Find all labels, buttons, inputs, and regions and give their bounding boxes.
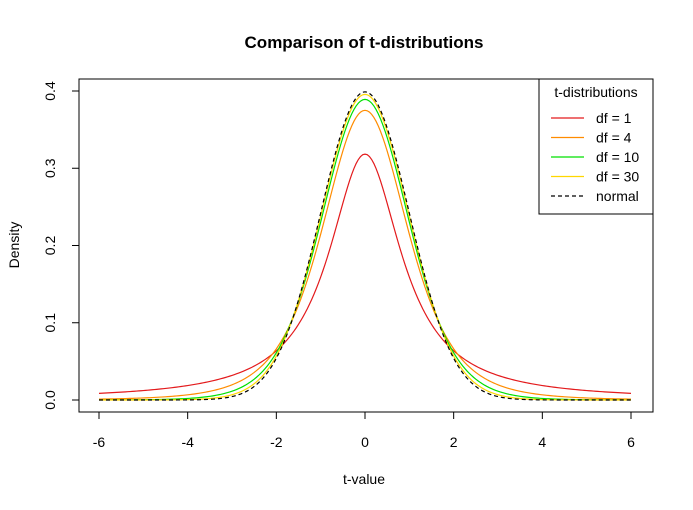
- series-line-df-1: [98, 153, 632, 394]
- x-axis: -6 -4 -2 0 2 4 6: [93, 411, 635, 450]
- x-tick-label: 0: [361, 434, 369, 450]
- series-line-df-4: [98, 109, 632, 400]
- y-axis: 0.0 0.1 0.2 0.3 0.4: [42, 81, 80, 410]
- y-tick-label: 0.0: [42, 390, 58, 410]
- x-tick-label: -2: [270, 434, 283, 450]
- legend-title: t-distributions: [554, 84, 637, 100]
- series-line-df-30: [99, 93, 631, 401]
- y-tick-label: 0.2: [42, 236, 58, 256]
- legend-label-df-1: df = 1: [596, 110, 632, 126]
- x-tick-label: 2: [450, 434, 458, 450]
- x-tick-label: -6: [93, 434, 106, 450]
- y-tick-label: 0.1: [42, 313, 58, 333]
- x-tick-label: -4: [181, 434, 194, 450]
- series-line-normal: [99, 91, 631, 401]
- legend-label-normal: normal: [596, 188, 639, 204]
- legend-label-df-30: df = 30: [596, 169, 639, 185]
- series-line-df-10: [99, 98, 631, 401]
- y-tick-label: 0.4: [42, 81, 58, 101]
- x-axis-label: t-value: [343, 471, 385, 487]
- x-tick-label: 4: [538, 434, 546, 450]
- chart-title: Comparison of t-distributions: [245, 33, 484, 52]
- legend-box: [538, 78, 654, 215]
- legend-label-df-4: df = 4: [596, 130, 632, 146]
- legend-label-df-10: df = 10: [596, 149, 639, 165]
- legend: t-distributions df = 1 df = 4 df = 10 df = …: [538, 78, 654, 215]
- y-tick-label: 0.3: [42, 158, 58, 178]
- y-axis-label: Density: [6, 222, 22, 269]
- x-tick-label: 6: [627, 434, 635, 450]
- curves-group: [98, 91, 632, 401]
